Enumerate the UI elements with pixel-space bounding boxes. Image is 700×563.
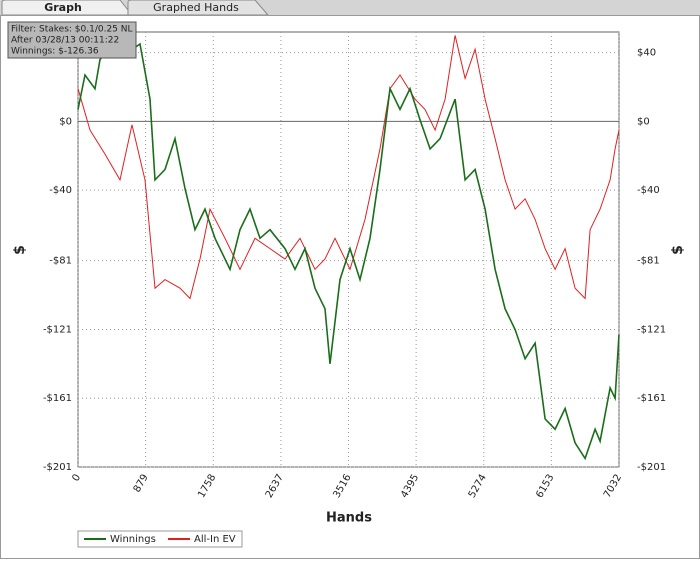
y2-tick-label: -$40 bbox=[637, 185, 660, 196]
y-tick-label: -$121 bbox=[43, 324, 72, 335]
tab[interactable] bbox=[1, 0, 134, 16]
y-tick-label: -$40 bbox=[49, 185, 72, 196]
line-series bbox=[77, 42, 620, 461]
y2-tick-label: -$121 bbox=[637, 324, 666, 335]
tab-label[interactable]: Graphed Hands bbox=[153, 1, 239, 14]
x-tick-label: 0 bbox=[70, 473, 83, 484]
tab-label[interactable]: Graph bbox=[44, 1, 82, 14]
y2-tick-label: -$201 bbox=[637, 462, 666, 473]
tab[interactable] bbox=[127, 0, 270, 16]
y2-axis-title: $ bbox=[670, 245, 686, 255]
legend bbox=[77, 530, 243, 548]
y-tick-label: -$201 bbox=[43, 462, 72, 473]
legend-label: Winnings bbox=[110, 534, 156, 545]
plot-area bbox=[77, 31, 620, 468]
y2-tick-label: $0 bbox=[637, 116, 650, 127]
y2-tick-label: $40 bbox=[637, 48, 656, 59]
filter-line: After 03/28/13 00:11:22 bbox=[11, 36, 119, 46]
y2-tick-label: -$161 bbox=[637, 393, 666, 404]
y-tick-label: -$81 bbox=[49, 256, 72, 267]
y-tick-label: $0 bbox=[59, 116, 72, 127]
filter-line: Filter: Stakes: $0.1/0.25 NL bbox=[11, 25, 133, 35]
x-axis-title: Hands bbox=[326, 511, 372, 526]
legend-label: All-In EV bbox=[194, 534, 236, 545]
y-axis-title: $ bbox=[12, 245, 28, 255]
filter-line: Winnings: $-126.36 bbox=[11, 47, 99, 57]
filter-box bbox=[7, 21, 137, 59]
y2-tick-label: -$81 bbox=[637, 256, 660, 267]
y-tick-label: -$161 bbox=[43, 393, 72, 404]
